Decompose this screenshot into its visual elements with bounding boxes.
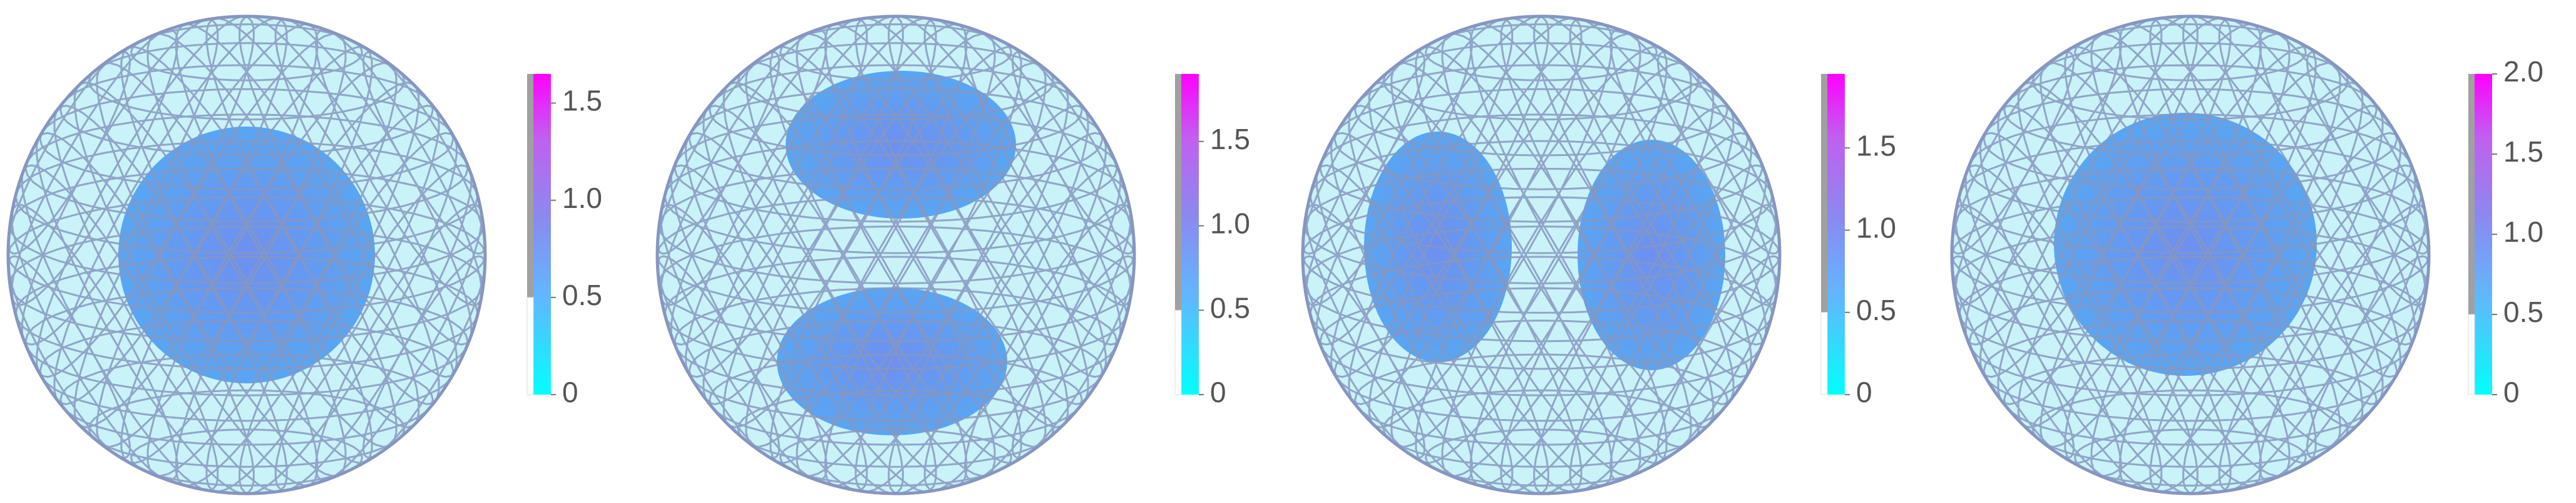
tick-label: 0 [1210,376,1226,408]
panel: 0 0.5 1.0 1.5 [655,14,1250,495]
tick-label: 0 [1856,376,1872,408]
panel: 0 0.5 1.0 1.5 2.0 [1950,14,2543,495]
colorbar-strip [2468,74,2475,314]
colorbar-strip [2468,314,2475,395]
tick-label: 1.5 [562,85,602,117]
colorbar-strip [527,74,533,298]
panel: 0 0.5 1.0 1.5 [1301,14,1896,495]
tick-label: 1.0 [2503,215,2543,248]
tick-label: 0.5 [1856,294,1896,326]
colorbar-strip [1175,74,1181,311]
colorbar [2475,74,2492,395]
colorbar [533,74,551,395]
tick-label: 2.0 [2503,55,2543,88]
region [1578,140,1725,370]
wireframe [7,15,486,495]
colorbar-strip [1820,312,1828,395]
tick-label: 0.5 [1210,291,1250,324]
tick-label: 1.0 [1856,212,1896,244]
panel: 0 0.5 1.0 1.5 [6,14,602,495]
wireframe [1301,15,1781,495]
tick-label: 0.5 [562,279,602,311]
colorbar [1181,74,1199,395]
tick-label: 1.0 [562,182,602,214]
colorbar-strip [526,297,534,395]
colorbar-strip [1821,74,1827,313]
tick-label: 1.5 [1210,123,1250,155]
tick-label: 1.5 [2503,135,2543,168]
wireframe [656,15,1136,495]
tick-label: 0 [562,376,578,408]
colorbar-strip [1174,309,1182,395]
tick-label: 0.5 [2503,296,2543,328]
tick-label: 0 [2503,376,2520,408]
colorbar [1827,74,1845,395]
tick-label: 1.5 [1856,129,1896,162]
region [118,127,375,383]
wireframe [1951,15,2430,495]
tick-label: 1.0 [1210,207,1250,240]
